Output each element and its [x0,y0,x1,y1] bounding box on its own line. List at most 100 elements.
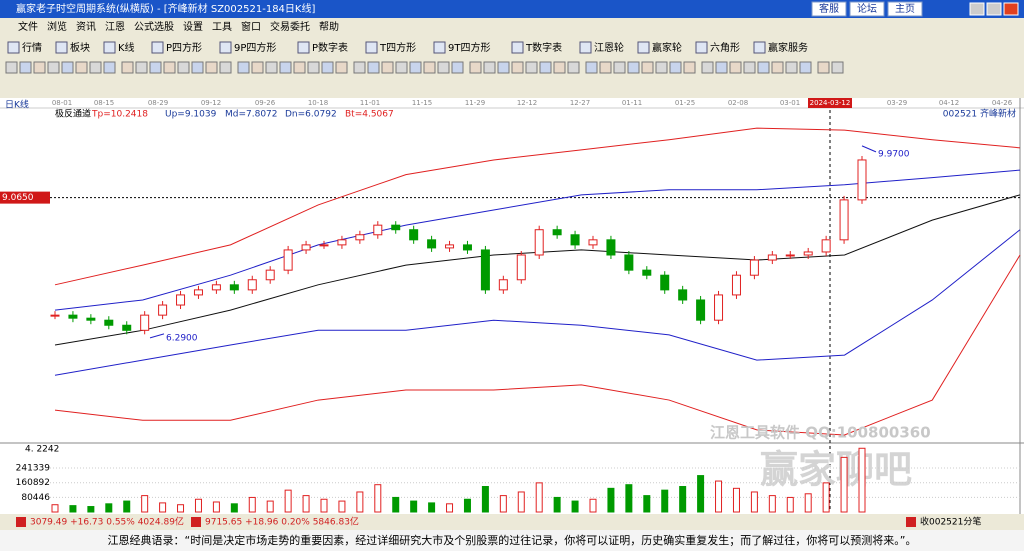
tool-icon[interactable] [437,61,450,74]
tool-icon[interactable] [483,61,496,74]
link-button[interactable] [811,1,847,17]
toolbar-icon[interactable] [297,41,310,54]
toolbar-label[interactable]: P四方形 [166,41,202,54]
tool-icon[interactable] [19,61,32,74]
tool-icon[interactable] [715,61,728,74]
link-label[interactable]: 论坛 [857,2,877,15]
tool-icon[interactable] [539,61,552,74]
toolbar-icon[interactable] [103,41,116,54]
toolbar-label[interactable]: 行情 [22,41,42,54]
menu-item[interactable]: 窗口 [241,20,261,33]
tool-icon[interactable] [817,61,830,74]
tool-icon[interactable] [409,61,422,74]
tool-icon[interactable] [307,61,320,74]
tool-icon[interactable] [191,61,204,74]
toolbar-icon[interactable] [151,41,164,54]
toolbar-label[interactable]: 9P四方形 [234,41,276,54]
tool-icon[interactable] [567,61,580,74]
tool-icon[interactable] [613,61,626,74]
tool-icon[interactable] [423,61,436,74]
toolbar-icon[interactable] [365,41,378,54]
toolbar-label[interactable]: 板块 [70,41,90,54]
tool-icon[interactable] [121,61,134,74]
toolbar-label[interactable]: 赢家服务 [768,41,808,54]
tool-icon[interactable] [553,61,566,74]
menu-item[interactable]: 工具 [212,21,232,33]
tool-icon[interactable] [683,61,696,74]
tool-icon[interactable] [279,61,292,74]
tool-icon[interactable] [61,61,74,74]
link-button[interactable] [887,1,923,17]
menu-item[interactable]: 江恩 [105,21,125,33]
menu-item[interactable]: 交易委托 [270,20,310,33]
tool-icon[interactable] [353,61,366,74]
tool-icon[interactable] [163,61,176,74]
tool-icon[interactable] [729,61,742,74]
toolbar-icon[interactable] [753,41,766,54]
tool-icon[interactable] [785,61,798,74]
toolbar-label[interactable]: T数字表 [525,41,562,54]
toolbar-icon[interactable] [7,41,20,54]
toolbar-icon[interactable] [433,41,446,54]
link-label[interactable]: 客服 [819,2,839,15]
window-control[interactable] [1003,2,1019,16]
toolbar-label[interactable]: T四方形 [379,41,416,54]
tool-icon[interactable] [47,61,60,74]
window-control[interactable] [986,2,1002,16]
tool-icon[interactable] [237,61,250,74]
toolbar-label[interactable]: 六角形 [710,42,740,54]
menu-item[interactable]: 公式选股 [134,20,174,33]
tool-icon[interactable] [771,61,784,74]
link-label[interactable]: 主页 [895,3,915,15]
tool-icon[interactable] [641,61,654,74]
tool-icon[interactable] [265,61,278,74]
toolbar-label[interactable]: K线 [118,41,135,54]
tool-icon[interactable] [757,61,770,74]
toolbar-icon[interactable] [511,41,524,54]
toolbar-icon[interactable] [695,41,708,54]
tool-icon[interactable] [293,61,306,74]
toolbar-icon[interactable] [219,41,232,54]
tool-icon[interactable] [511,61,524,74]
tool-icon[interactable] [219,61,232,74]
tool-icon[interactable] [177,61,190,74]
tool-icon[interactable] [135,61,148,74]
tool-icon[interactable] [89,61,102,74]
link-button[interactable] [849,1,885,17]
toolbar-icon[interactable] [637,41,650,54]
tool-icon[interactable] [627,61,640,74]
tool-icon[interactable] [205,61,218,74]
tool-icon[interactable] [469,61,482,74]
tool-icon[interactable] [655,61,668,74]
tool-icon[interactable] [33,61,46,74]
tool-icon[interactable] [799,61,812,74]
tool-icon[interactable] [103,61,116,74]
tool-icon[interactable] [451,61,464,74]
tool-icon[interactable] [497,61,510,74]
tool-icon[interactable] [599,61,612,74]
tool-icon[interactable] [251,61,264,74]
toolbar-label[interactable]: 江恩轮 [594,41,624,54]
tool-icon[interactable] [525,61,538,74]
tool-icon[interactable] [831,61,844,74]
toolbar-icon[interactable] [55,41,68,54]
menu-item[interactable]: 资讯 [76,21,96,33]
menu-item[interactable]: 帮助 [319,20,339,33]
tool-icon[interactable] [585,61,598,74]
tool-icon[interactable] [381,61,394,74]
tool-icon[interactable] [321,61,334,74]
menu-item[interactable]: 文件 [18,20,38,33]
menu-item[interactable]: 设置 [183,21,203,33]
tool-icon[interactable] [335,61,348,74]
toolbar-icon[interactable] [579,41,592,54]
toolbar-label[interactable]: P数字表 [312,41,348,54]
tool-icon[interactable] [743,61,756,74]
tool-icon[interactable] [149,61,162,74]
tool-icon[interactable] [75,61,88,74]
tool-icon[interactable] [5,61,18,74]
tool-icon[interactable] [669,61,682,74]
menu-item[interactable]: 浏览 [47,20,67,33]
toolbar-label[interactable]: 赢家轮 [652,41,682,54]
window-control[interactable] [969,2,985,16]
tool-icon[interactable] [367,61,380,74]
